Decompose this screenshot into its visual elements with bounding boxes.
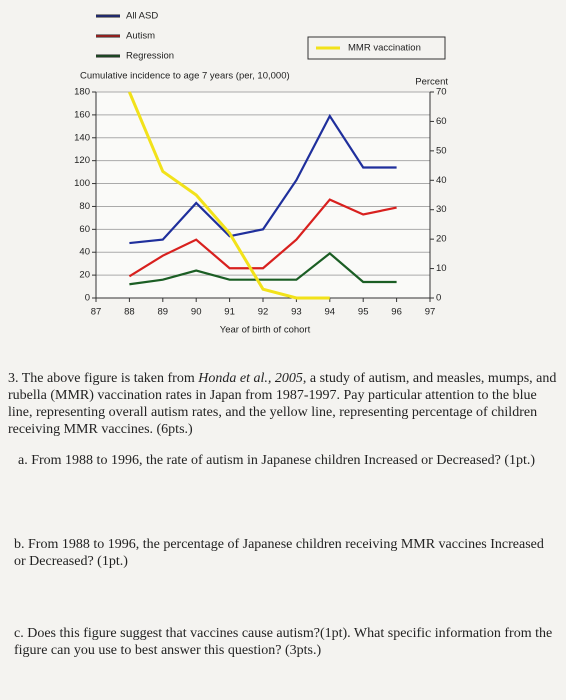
y-axis-label: Cumulative incidence to age 7 years (per…	[80, 71, 290, 82]
x-axis-label: Year of birth of cohort	[220, 325, 311, 336]
legend-label: All ASD	[126, 11, 158, 22]
x-tick-label: 92	[258, 307, 269, 318]
y-tick-label: 140	[74, 132, 90, 143]
legend-label: MMR vaccination	[348, 43, 421, 54]
y2-tick-label: 50	[436, 145, 447, 156]
series-line	[128, 91, 330, 300]
x-tick-label: 93	[291, 307, 302, 318]
y-tick-label: 120	[74, 155, 90, 166]
y2-tick-label: 60	[436, 116, 447, 127]
question-intro: 3. The above figure is taken from Honda …	[8, 370, 560, 438]
y2-tick-label: 0	[436, 293, 441, 304]
question-a: a. From 1988 to 1996, the rate of autism…	[18, 453, 536, 468]
y-tick-label: 160	[74, 109, 90, 120]
intro-text: 3. The above figure is taken from	[8, 371, 199, 386]
y-tick-label: 0	[85, 293, 90, 304]
x-tick-label: 91	[224, 307, 235, 318]
legend-label: Regression	[126, 51, 174, 62]
x-tick-label: 95	[358, 307, 369, 318]
y2-axis-label: Percent	[415, 77, 448, 88]
x-tick-label: 94	[325, 307, 336, 318]
series-line	[128, 198, 397, 278]
x-tick-label: 90	[191, 307, 202, 318]
x-tick-label: 88	[124, 307, 135, 318]
legend-label: Autism	[126, 31, 155, 42]
series-line	[129, 113, 397, 245]
legend-box	[307, 36, 446, 60]
question-b: b. From 1988 to 1996, the percentage of …	[14, 537, 544, 569]
series-line	[129, 251, 397, 286]
y-tick-label: 60	[79, 224, 90, 235]
y2-tick-label: 20	[436, 234, 447, 245]
intro-text: , a study of autism, and measles, mumps,…	[8, 371, 557, 437]
y-tick-label: 20	[79, 270, 90, 281]
x-tick-label: 97	[425, 307, 436, 318]
question-c: c. Does this figure suggest that vaccine…	[14, 626, 553, 658]
y2-tick-label: 70	[436, 87, 447, 98]
y2-tick-label: 10	[436, 263, 447, 274]
citation: Honda et al., 2005	[198, 371, 303, 386]
x-tick-label: 96	[391, 307, 402, 318]
chart: Cumulative incidence to age 7 years (per…	[74, 11, 448, 336]
x-tick-label: 89	[158, 307, 169, 318]
y2-tick-label: 30	[436, 204, 447, 215]
y-tick-label: 40	[79, 247, 90, 258]
y-tick-label: 100	[74, 178, 90, 189]
y-tick-label: 80	[79, 201, 90, 212]
y2-tick-label: 40	[436, 175, 447, 186]
y-tick-label: 180	[74, 87, 90, 98]
x-tick-label: 87	[91, 307, 102, 318]
